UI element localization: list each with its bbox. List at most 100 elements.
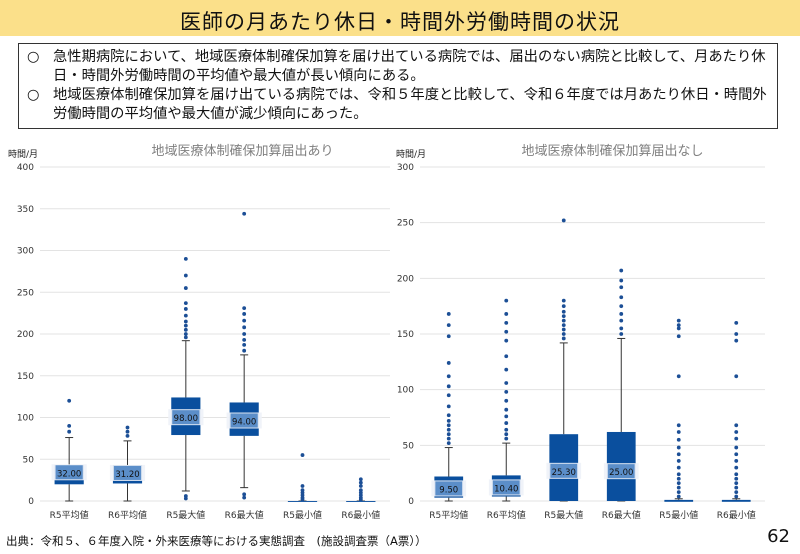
outlier-point: [734, 465, 739, 470]
outlier-point: [504, 398, 509, 403]
outlier-point: [183, 335, 188, 340]
outlier-point: [734, 332, 739, 336]
outlier-point: [676, 459, 681, 463]
box-lower-quartile: [346, 501, 376, 502]
outlier-point: [183, 313, 188, 318]
y-tick-label: 150: [397, 330, 414, 340]
outlier-point: [676, 374, 681, 379]
page-number: 62: [767, 526, 790, 547]
outlier-point: [734, 338, 739, 343]
outlier-point: [504, 432, 509, 437]
outlier-point: [734, 459, 739, 463]
outlier-point: [734, 472, 739, 477]
outlier-point: [183, 307, 188, 311]
boxplot-chart-with-filing: 地域医療体制確保加算届出あり 時間/月 0 50 100 150 200 250 300 35…: [0, 134, 390, 529]
outlier-point: [619, 318, 624, 323]
outlier-point: [446, 413, 451, 418]
outlier-point: [734, 320, 739, 325]
outlier-point: [561, 327, 566, 332]
outlier-point: [446, 374, 451, 379]
outlier-point: [734, 476, 739, 481]
y-tick-label: 300: [17, 247, 34, 257]
outlier-point: [504, 312, 509, 316]
outlier-point: [125, 429, 130, 434]
y-tick-label: 100: [397, 386, 414, 396]
category-label: R5最小値: [283, 509, 322, 521]
y-tick-label: 0: [28, 497, 34, 507]
chart-title: 地域医療体制確保加算届出なし: [521, 144, 704, 159]
outlier-point: [183, 273, 188, 278]
category-label: R6平均値: [108, 509, 147, 521]
outlier-point: [504, 407, 509, 412]
median-label: 10.40: [494, 484, 518, 494]
y-tick-label: 200: [397, 274, 414, 284]
y-tick-label: 400: [17, 163, 34, 173]
category-label: R5平均値: [429, 509, 468, 521]
category-label: R5平均値: [50, 509, 89, 521]
category-label: R5最大値: [166, 509, 205, 521]
median-label: 9.50: [439, 485, 458, 495]
outlier-point: [561, 314, 566, 319]
outlier-point: [242, 325, 247, 330]
outlier-point: [125, 433, 130, 438]
outlier-point: [504, 414, 509, 419]
outlier-point: [676, 445, 681, 450]
outlier-point: [358, 484, 363, 488]
outlier-point: [446, 361, 451, 365]
outlier-point: [734, 481, 739, 486]
outlier-point: [734, 436, 739, 441]
outlier-point: [504, 381, 509, 385]
outlier-point: [358, 480, 363, 485]
y-tick-label: 0: [408, 497, 414, 507]
outlier-point: [446, 384, 451, 389]
y-tick-label: 250: [17, 288, 34, 298]
outlier-point: [734, 490, 739, 494]
chart-plot-area: 0 50 100 150 200 250 300 9.50 R5平均値 10.40 R6平均値 25.…: [397, 163, 765, 521]
chart-plot-area: 0 50 100 150 200 250 300 350 400 32.00 R5平均値 31.20 R…: [17, 163, 390, 521]
outlier-point: [446, 334, 451, 339]
y-tick-label: 150: [17, 372, 34, 382]
outlier-point: [619, 278, 624, 283]
outlier-point: [446, 427, 451, 432]
y-tick-label: 100: [17, 414, 34, 424]
outlier-point: [242, 492, 247, 497]
median-label-box: [230, 413, 258, 428]
page-title: 医師の月あたり休日・時間外労働時間の状況: [180, 10, 620, 34]
outlier-point: [561, 323, 566, 327]
chart-title: 地域医療体制確保加算届出あり: [151, 144, 334, 159]
bullet-text: 地域医療体制確保加算を届け出ている病院では、令和５年度と比較して、令和６年度では…: [53, 87, 767, 122]
outlier-point: [67, 423, 72, 428]
bullet-text: 急性期病院において、地域医療体制確保加算を届け出ている病院では、届出のない病院と…: [53, 49, 766, 84]
category-label: R6最大値: [225, 509, 264, 521]
outlier-point: [504, 421, 509, 425]
outlier-point: [676, 465, 681, 470]
outlier-point: [67, 429, 72, 434]
outlier-point: [504, 338, 509, 343]
summary-box: ○ 急性期病院において、地域医療体制確保加算を届け出ている病院では、届出のない病…: [18, 43, 778, 129]
outlier-point: [619, 332, 624, 336]
outlier-point: [676, 485, 681, 490]
outlier-point: [446, 393, 451, 398]
median-label-box: [113, 465, 142, 480]
outlier-point: [676, 318, 681, 323]
median-label: 32.00: [57, 469, 81, 479]
box-lower-quartile: [287, 501, 318, 502]
outlier-point: [734, 423, 739, 428]
outlier-point: [676, 334, 681, 339]
y-tick-label: 50: [403, 441, 415, 451]
summary-bullet: ○ 急性期病院において、地域医療体制確保加算を届け出ている病院では、届出のない病…: [27, 48, 769, 86]
outlier-point: [676, 437, 681, 442]
box-lower-quartile: [664, 501, 694, 502]
category-label: R6最小値: [717, 509, 756, 521]
outlier-point: [242, 312, 247, 316]
outlier-point: [183, 332, 188, 336]
category-label: R5最小値: [659, 509, 698, 521]
outlier-point: [676, 323, 681, 327]
outlier-point: [676, 476, 681, 481]
outlier-point: [242, 337, 247, 342]
outlier-point: [676, 423, 681, 428]
bullet-mark: ○: [27, 49, 40, 65]
outlier-point: [183, 301, 188, 306]
outlier-point: [676, 481, 681, 486]
category-label: R6最小値: [341, 509, 380, 521]
